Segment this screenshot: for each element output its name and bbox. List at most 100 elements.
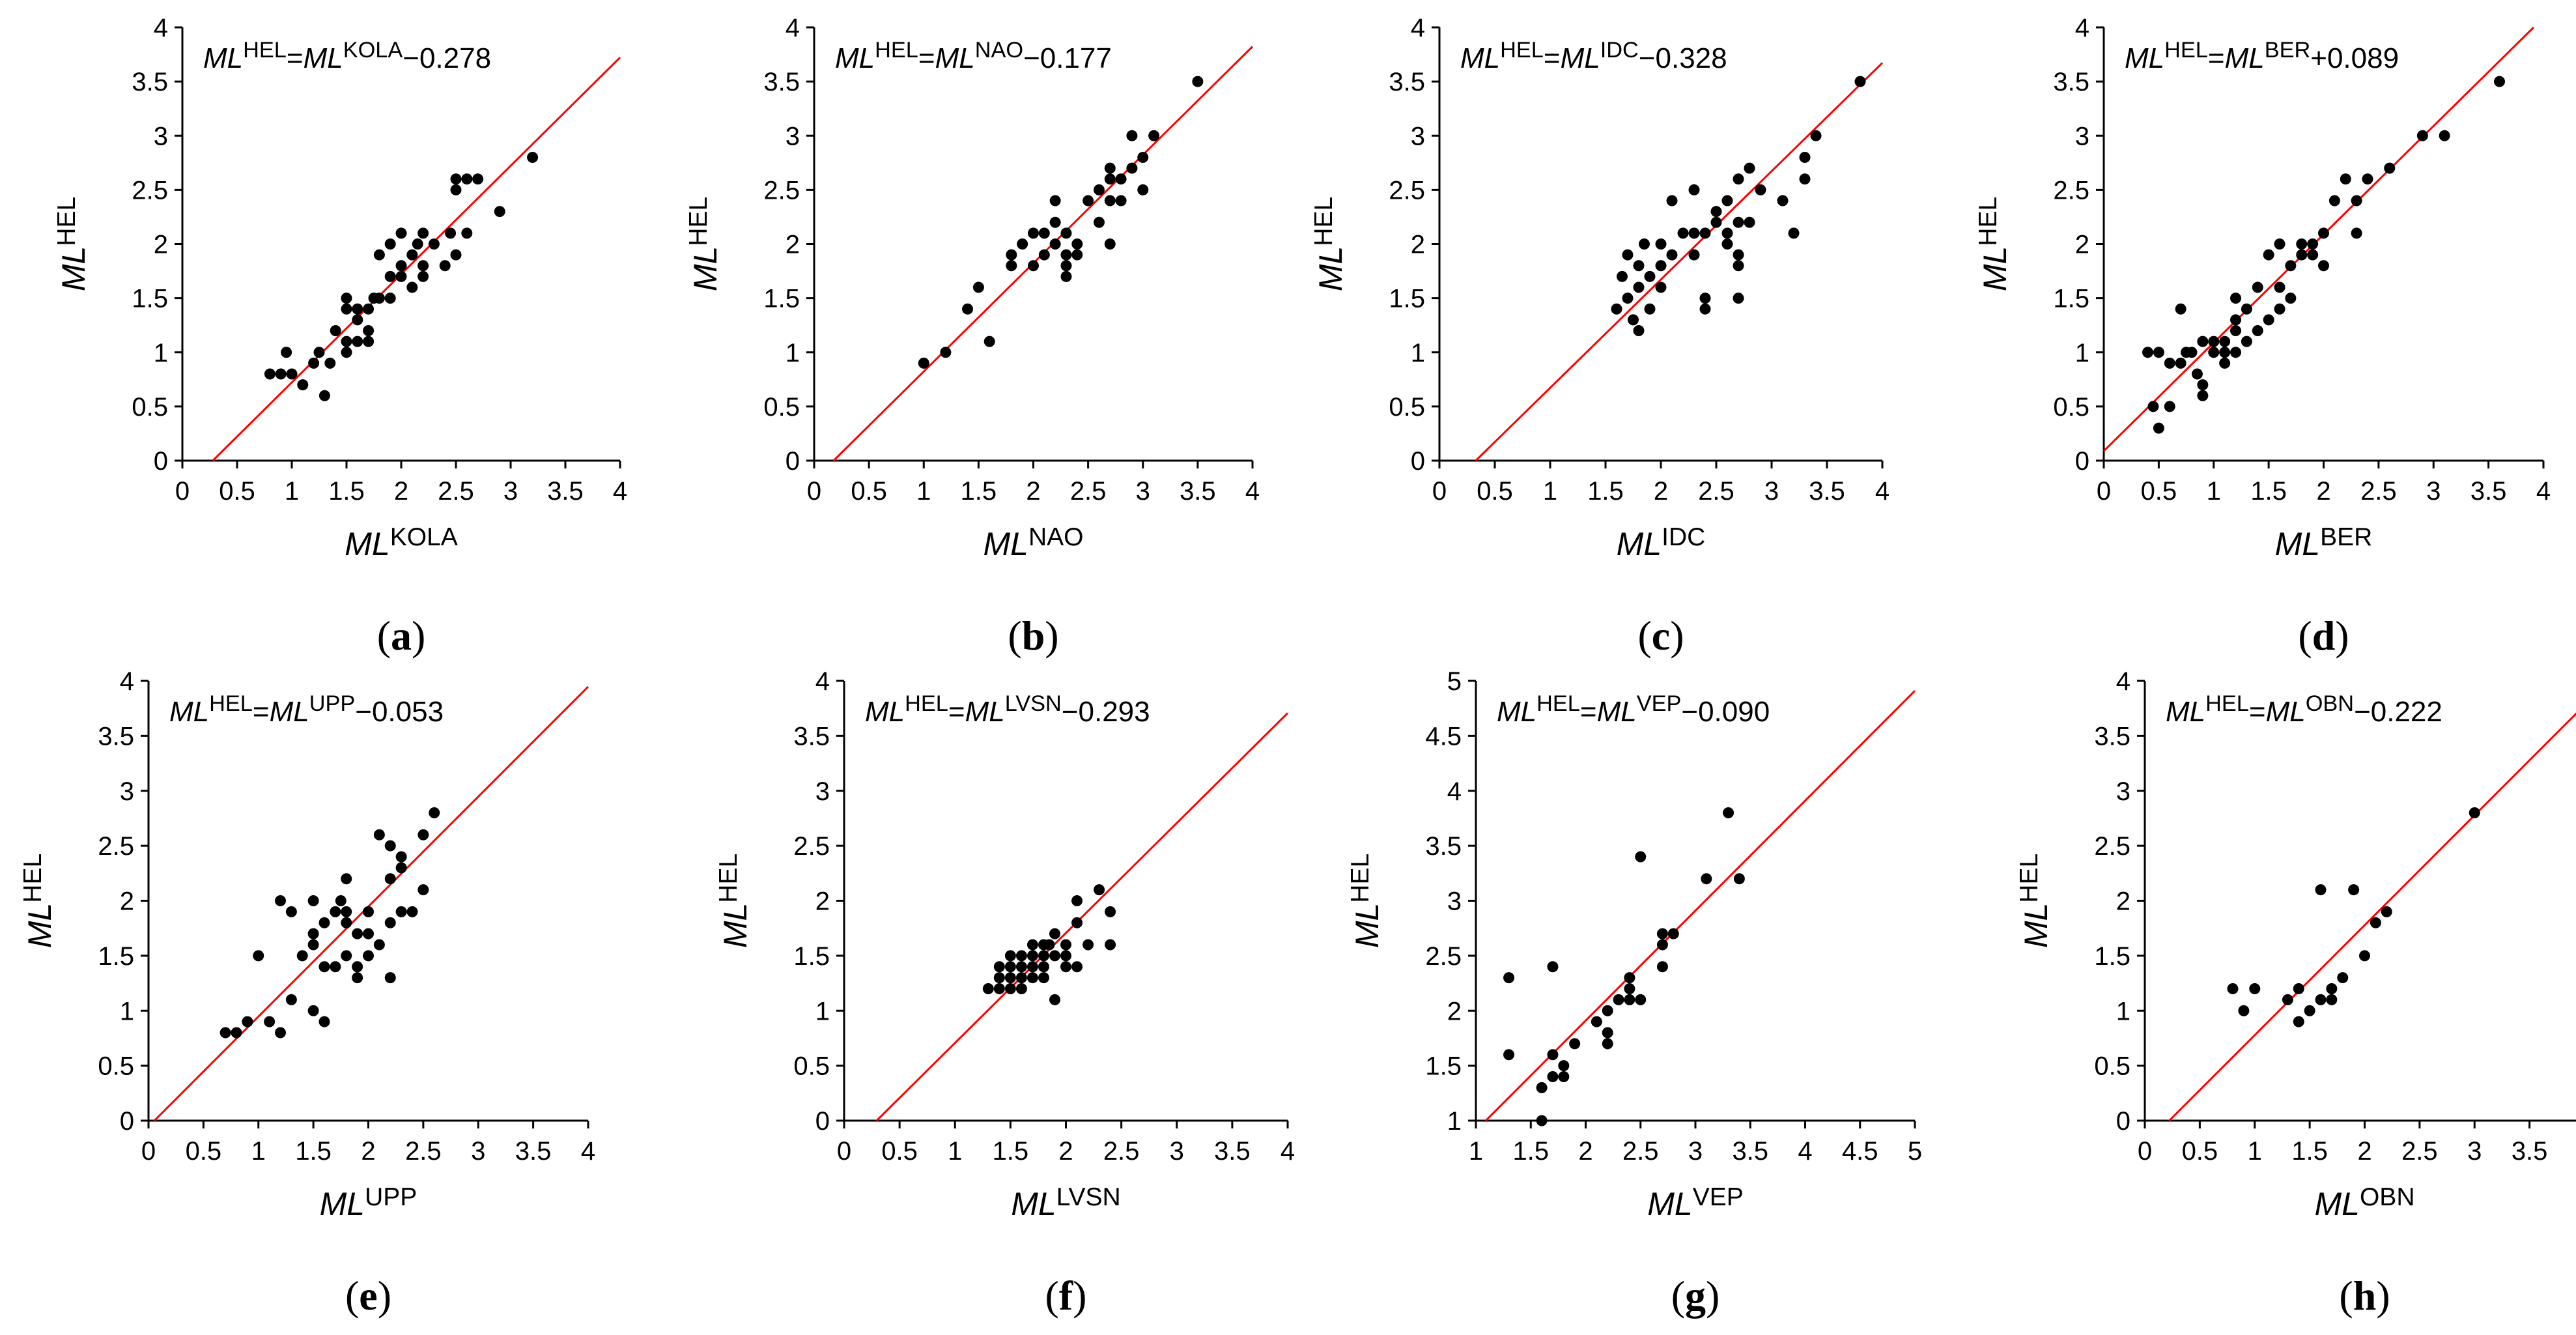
data-point [285, 906, 297, 917]
y-tick-label: 0 [154, 447, 168, 476]
data-point [1038, 227, 1050, 239]
data-point [1613, 994, 1624, 1005]
x-tick-label: 3 [1688, 1137, 1703, 1166]
data-point [2241, 303, 2252, 315]
data-point [1723, 807, 1734, 818]
data-point [450, 173, 462, 185]
data-point [1733, 249, 1744, 261]
x-tick-label: 2 [361, 1137, 375, 1166]
data-point [1004, 972, 1016, 984]
data-point [1038, 950, 1049, 962]
panel-d: 0 0.5 1 1.5 2 2.5 3 3.5 4 0 0.5 1 1.5 2 2.5 3 3.5 4 MLHEL=… [1974, 14, 2551, 659]
data-point [1006, 260, 1017, 272]
panel-g: 1 1.5 2 2.5 3 3.5 4 4.5 5 1 1.5 2 2.5 3 3.5 4 4.5 5 MLHEL=… [1346, 667, 1922, 1319]
data-point [2208, 336, 2220, 347]
data-point [1137, 152, 1149, 163]
y-tick-label: 3.5 [132, 68, 168, 96]
y-axis-label: MLHEL [1974, 197, 2013, 291]
y-tick-label: 2 [2116, 887, 2130, 916]
y-tick-label: 4 [120, 667, 134, 696]
fit-line [2102, 26, 2535, 452]
data-point [285, 994, 297, 1005]
data-point [1015, 972, 1027, 984]
data-point [1656, 928, 1668, 940]
data-point [993, 983, 1005, 994]
data-point [1788, 227, 1800, 239]
y-tick-label: 4 [815, 667, 830, 696]
data-point [341, 950, 352, 962]
data-point [1656, 939, 1668, 951]
data-point [1591, 1016, 1602, 1027]
fit-equation: MLHEL=MLBER+0.089 [2125, 38, 2399, 74]
y-tick-label: 2 [1411, 231, 1425, 259]
panel-caption: (g) [1671, 1272, 1720, 1319]
x-tick-label: 0 [2138, 1137, 2152, 1166]
data-point [1104, 195, 1116, 207]
panel-caption: (d) [2298, 612, 2349, 659]
data-point [363, 906, 374, 917]
x-tick-label: 2.5 [2401, 1137, 2438, 1166]
data-point [2164, 357, 2175, 369]
data-point [1049, 195, 1061, 207]
data-point [1624, 994, 1635, 1005]
y-tick-label: 1.5 [2053, 285, 2089, 313]
data-point [2282, 994, 2293, 1005]
data-point [1192, 76, 1204, 87]
data-point [363, 950, 374, 962]
data-point [1624, 972, 1635, 984]
data-point [2362, 173, 2373, 185]
data-point [1004, 950, 1016, 962]
y-tick-label: 0.5 [2053, 393, 2089, 422]
data-point [1635, 851, 1647, 863]
data-point [330, 906, 341, 917]
data-point [1038, 249, 1050, 261]
data-point [363, 928, 374, 940]
data-point [330, 961, 341, 973]
data-point [1026, 961, 1038, 973]
data-point [1547, 1049, 1559, 1061]
x-tick-label: 2.5 [405, 1137, 442, 1166]
data-point [242, 1016, 253, 1027]
y-tick-label: 3.5 [1425, 832, 1462, 861]
data-point [373, 829, 385, 840]
data-point [429, 807, 440, 818]
data-point [2328, 195, 2340, 207]
x-axis-label: MLKOLA [345, 523, 458, 562]
data-point [341, 347, 352, 358]
data-point [1721, 195, 1733, 207]
y-tick-label: 2.5 [1425, 942, 1462, 971]
panel-c: 0 0.5 1 1.5 2 2.5 3 3.5 4 0 0.5 1 1.5 2 2.5 3 3.5 4 MLHEL=… [1310, 14, 1890, 659]
x-tick-label: 4 [1245, 477, 1260, 506]
data-point [461, 227, 473, 239]
data-point [1015, 961, 1027, 973]
data-point [2230, 325, 2241, 336]
data-point [1060, 270, 1072, 282]
data-point [395, 260, 407, 272]
data-point [1602, 1038, 1613, 1050]
data-point [1639, 238, 1650, 250]
data-point [1666, 249, 1678, 261]
data-point [1799, 173, 1811, 185]
data-point [1688, 184, 1700, 195]
x-tick-label: 1 [251, 1137, 266, 1166]
data-point [1677, 227, 1689, 239]
data-point [1633, 260, 1645, 272]
y-axis-label: MLHEL [19, 854, 58, 948]
data-point [406, 281, 418, 293]
x-tick-label: 3 [1136, 477, 1150, 506]
y-axis-label: MLHEL [53, 197, 92, 291]
data-point [281, 347, 292, 358]
data-point [275, 1027, 286, 1039]
y-axis-label: MLHEL [685, 197, 724, 291]
y-tick-label: 0 [120, 1107, 134, 1136]
x-tick-label: 0.5 [2182, 1137, 2218, 1166]
x-tick-label: 4 [581, 1137, 595, 1166]
data-point [418, 270, 429, 282]
x-tick-label: 4 [613, 477, 627, 506]
data-point [395, 227, 407, 239]
data-point [940, 347, 952, 358]
panel-h: 00.511.522.533.5400.511.522.533.54MLHEL=… [2015, 667, 2576, 1319]
data-point [1148, 130, 1160, 141]
data-point [318, 1016, 330, 1027]
